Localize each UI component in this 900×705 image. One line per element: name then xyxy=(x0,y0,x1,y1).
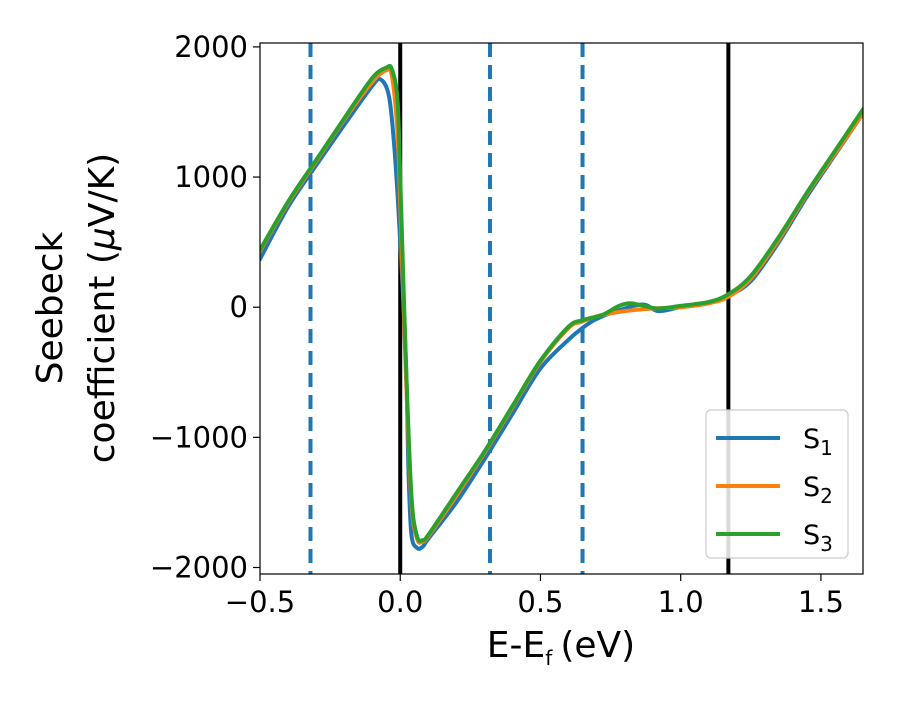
x-tick-label: 0.5 xyxy=(517,585,563,619)
x-tick-label: 1.0 xyxy=(658,585,704,619)
legend: S1 S2 S3 xyxy=(705,409,849,559)
y-tick-label: −2000 xyxy=(150,550,248,584)
x-tick-label: −0.5 xyxy=(225,585,295,619)
x-axis-title-main: E-E xyxy=(487,625,545,666)
y-tick-label: 1000 xyxy=(174,160,248,194)
y-axis-title-mu: μ xyxy=(82,227,123,251)
legend-label-s1: S1 xyxy=(803,424,833,460)
series-layer xyxy=(260,63,863,551)
series-line-s3 xyxy=(260,63,863,544)
plot-frame xyxy=(259,42,864,575)
y-tick-label: 2000 xyxy=(174,30,248,64)
y-axis-title-line2: coefficient (μV/K) xyxy=(82,153,123,463)
x-tick-label: 0.0 xyxy=(377,585,423,619)
x-axis-title-unit: (eV) xyxy=(560,625,635,666)
y-tick-label: −1000 xyxy=(150,420,248,454)
y-axis-title-line1: Seebeck xyxy=(30,231,71,384)
legend-label-s3: S3 xyxy=(803,520,833,556)
y-tick-label: 0 xyxy=(230,290,248,324)
x-tick-label: 1.5 xyxy=(798,585,844,619)
x-axis-title: E-Ef (eV) xyxy=(487,625,635,670)
x-axis-title-sub: f xyxy=(545,646,553,670)
y-axis-title-line2-end: V/K) xyxy=(82,153,123,227)
x-axis: −0.5 0.0 0.5 1.0 1.5 xyxy=(225,574,844,619)
y-axis: −2000 −1000 0 1000 2000 xyxy=(150,30,260,584)
legend-label-s2: S2 xyxy=(803,472,833,508)
y-axis-title: Seebeck coefficient (μV/K) xyxy=(30,153,123,463)
y-axis-title-line2-text: coefficient ( xyxy=(82,250,123,463)
